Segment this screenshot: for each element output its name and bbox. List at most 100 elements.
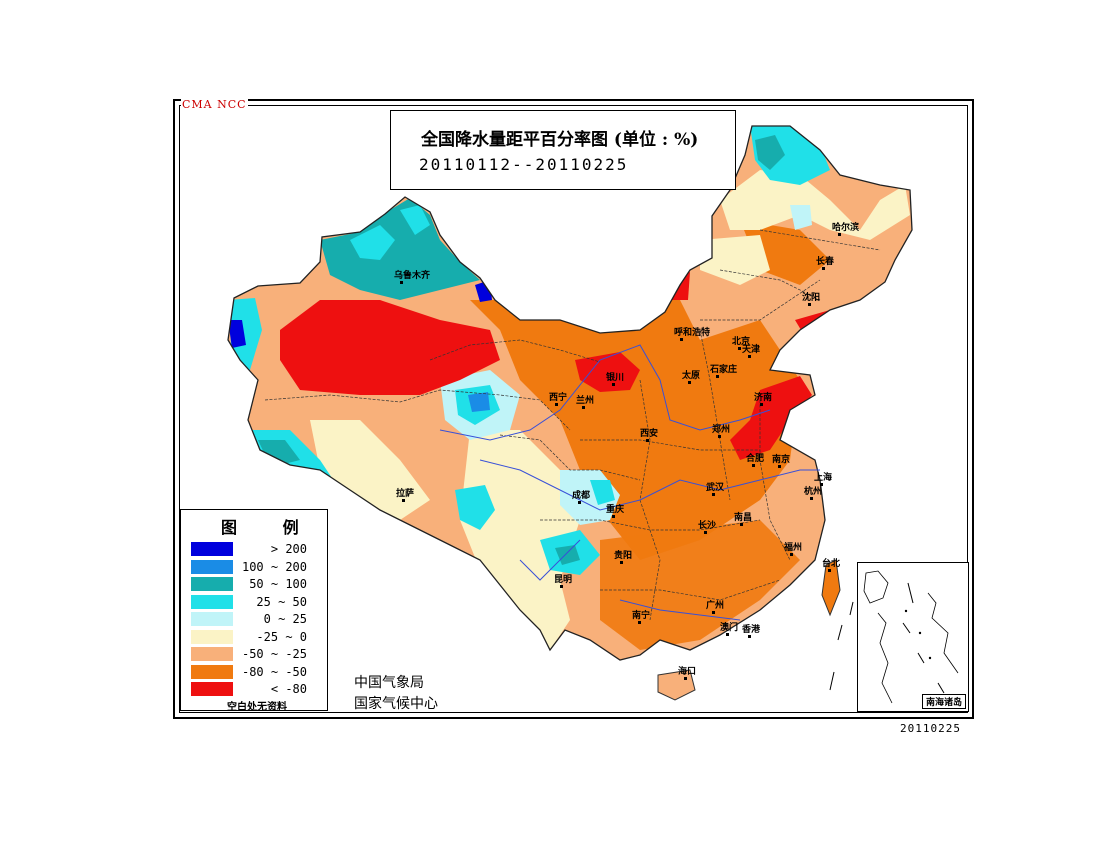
city-label: 福州 [783,541,802,553]
city-label: 沈阳 [802,291,820,303]
legend-label: > 200 [270,542,307,556]
city-label: 海口 [678,665,696,677]
city-marker [760,403,763,406]
legend-row: -80 ~ -50 [191,664,321,681]
map-title: 全国降水量距平百分率图 (单位 : %) [421,130,699,150]
legend-row: 0 ~ 25 [191,612,321,628]
city-label: 重庆 [606,503,624,515]
city-label: 郑州 [712,423,730,435]
city-marker [578,501,581,504]
city-label: 南昌 [734,511,752,523]
city-marker [828,569,831,572]
city-label: 长沙 [698,519,716,531]
city-label: 天津 [742,343,760,355]
city-marker [704,531,707,534]
city-marker [752,464,755,467]
org-line-1: 中国气象局 [354,675,424,691]
legend-swatch [191,647,233,661]
legend-note: 空白处无资料 [227,702,287,713]
city-label: 香港 [741,623,761,635]
city-marker [778,465,781,468]
legend-row: 100 ~ 200 [191,559,321,576]
city-label: 拉萨 [396,487,414,499]
legend-label: 25 ~ 50 [256,594,307,609]
city-label: 成都 [572,489,590,501]
city-marker [726,633,729,636]
city-marker [740,523,743,526]
city-label: 上海 [814,471,832,483]
city-marker [555,403,558,406]
city-label: 武汉 [706,481,725,493]
city-label: 广州 [706,599,724,611]
city-marker [646,439,649,442]
legend-swatch [191,629,233,644]
legend-row: -50 ~ -25 [191,647,321,663]
city-label: 昆明 [554,574,572,585]
legend-row: < -80 [191,682,321,698]
legend-label: -50 ~ -25 [241,647,307,661]
map-inner-frame [179,105,968,713]
legend-row: 50 ~ 100 [191,577,321,593]
city-label: 呼和浩特 [674,326,710,338]
city-label: 太原 [681,369,700,381]
city-label: 银川 [606,371,624,383]
city-marker [612,515,615,518]
legend-row: -25 ~ 0 [191,629,321,646]
city-label: 南京 [772,453,790,465]
legend-swatch [191,682,233,696]
city-marker [738,347,741,350]
legend-label: 100 ~ 200 [241,559,307,574]
city-marker [712,611,715,614]
city-marker [684,677,687,680]
city-marker [688,381,691,384]
city-marker [838,233,841,236]
city-marker [712,493,715,496]
city-marker [822,267,825,270]
city-label: 合肥 [746,452,764,464]
city-label: 兰州 [576,394,594,406]
city-marker [560,585,563,588]
city-label: 西安 [640,427,658,439]
city-marker [820,483,823,486]
city-marker [748,635,751,638]
city-label: 台北 [822,557,840,569]
city-marker [400,281,403,284]
legend-label: 0 ~ 25 [263,612,307,626]
city-marker [680,338,683,341]
footer-date: 20110225 [900,722,961,735]
city-marker [716,375,719,378]
org-line-2: 国家气候中心 [354,696,438,712]
city-marker [790,553,793,556]
legend-label: < -80 [270,682,307,696]
city-marker [638,621,641,624]
city-marker [582,406,585,409]
south-china-sea-inset: 南海诸岛 [857,562,969,712]
legend-label: -80 ~ -50 [241,664,307,679]
city-marker [748,355,751,358]
inset-label: 南海诸岛 [921,694,966,709]
legend-title: 图 例 [221,518,319,537]
city-marker [620,561,623,564]
legend-swatch [191,542,233,556]
inset-map [863,570,959,704]
legend-label: -25 ~ 0 [256,629,307,644]
city-marker [718,435,721,438]
title-box: 全国降水量距平百分率图 (单位 : %) 20110112--20110225 [390,110,736,190]
city-marker [612,383,615,386]
city-label: 石家庄 [709,363,737,375]
city-label: 澳门 [720,621,738,633]
legend-row: 25 ~ 50 [191,594,321,611]
legend-swatch [191,577,233,591]
city-label: 乌鲁木齐 [394,269,431,281]
legend-swatch [191,594,233,609]
map-period: 20110112--20110225 [419,155,629,174]
city-label: 北京 [732,335,750,347]
legend-swatch [191,664,233,679]
city-marker [402,499,405,502]
legend: 图 例 > 200 100 ~ 200 50 ~ 100 25 ~ 50 0 ~ 25 -… [180,509,328,713]
city-label: 西宁 [549,391,567,403]
legend-row: > 200 [191,542,321,558]
city-marker [808,303,811,306]
agency-tag: CMA NCC [181,98,248,111]
